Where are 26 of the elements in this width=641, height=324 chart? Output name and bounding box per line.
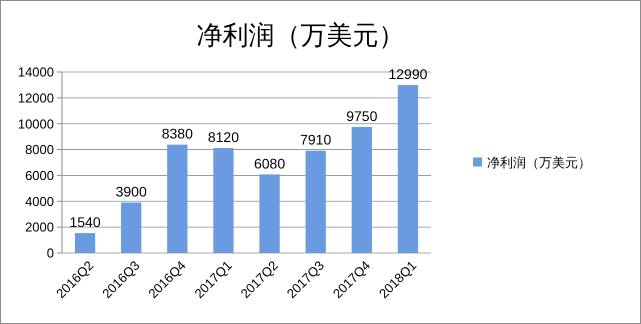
data-label: 8120 xyxy=(208,129,240,146)
data-label: 3900 xyxy=(116,184,147,200)
bar xyxy=(398,85,418,253)
y-tick-label: 0 xyxy=(46,246,54,261)
y-tick-label: 14000 xyxy=(18,64,54,80)
bar xyxy=(121,202,142,253)
bar xyxy=(213,148,234,253)
y-tick-label: 6000 xyxy=(25,168,54,183)
bar xyxy=(167,144,188,253)
y-tick-label: 12000 xyxy=(18,90,54,106)
y-tick-label: 4000 xyxy=(25,194,54,209)
legend-label: 净利润（万美元） xyxy=(487,155,591,170)
bar xyxy=(74,233,96,253)
bar xyxy=(259,174,280,253)
data-label: 9750 xyxy=(346,108,378,124)
y-tick-label: 10000 xyxy=(18,116,54,132)
data-label: 8380 xyxy=(162,126,194,142)
chart-title: 净利润（万美元） xyxy=(196,20,404,50)
data-label: 1540 xyxy=(69,214,101,230)
bar xyxy=(352,126,372,253)
data-label: 7910 xyxy=(300,132,332,148)
data-label: 12990 xyxy=(388,66,428,82)
y-tick-label: 2000 xyxy=(25,220,54,235)
bar xyxy=(306,150,326,253)
y-tick-label: 8000 xyxy=(25,142,54,158)
data-label: 6080 xyxy=(254,155,286,172)
